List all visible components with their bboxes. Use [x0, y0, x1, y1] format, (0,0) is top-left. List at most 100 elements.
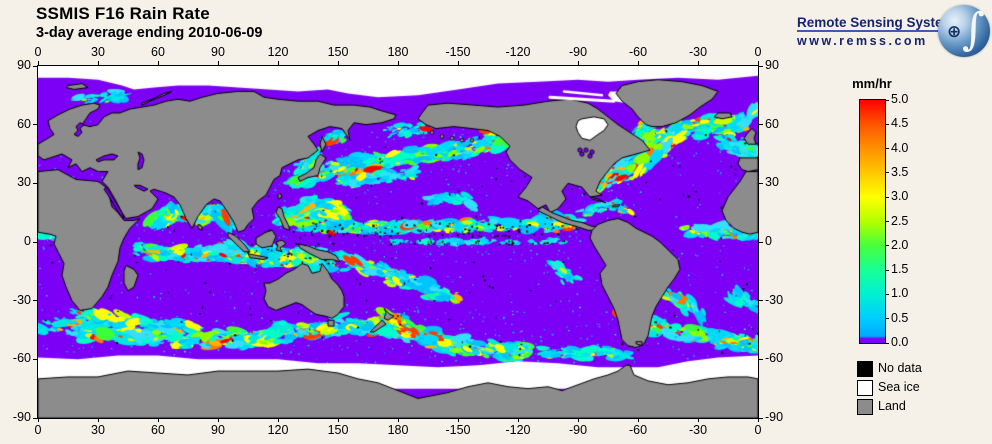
lon-tick-bottom — [157, 418, 159, 422]
lat-label-left: 60 — [17, 116, 31, 131]
colorbar-tick — [885, 123, 889, 125]
lat-tick-left — [33, 241, 37, 243]
lat-label-right: -60 — [765, 351, 784, 366]
lon-tick-bottom — [457, 418, 459, 422]
lon-tick-bottom — [697, 418, 699, 422]
colorbar-tick — [885, 245, 889, 247]
legend-label: Sea ice — [878, 380, 920, 394]
rain-map-canvas — [38, 66, 758, 418]
crosshair-icon: ⊕ — [947, 22, 962, 41]
lon-label-bottom: -150 — [445, 423, 471, 437]
lon-label-bottom: 150 — [327, 423, 349, 437]
lon-label-top: 0 — [34, 45, 42, 59]
lon-tick-top — [457, 61, 459, 65]
lat-label-left: 30 — [17, 175, 31, 190]
lon-label-top: -150 — [445, 45, 471, 59]
lat-label-left: -30 — [12, 292, 31, 307]
lon-label-top: -120 — [505, 45, 531, 59]
lon-label-top: -90 — [568, 45, 588, 59]
lon-label-top: 150 — [327, 45, 349, 59]
lat-tick-right — [759, 300, 763, 302]
lon-label-top: 90 — [211, 45, 225, 59]
lat-label-right: 30 — [765, 175, 779, 190]
lat-tick-left — [33, 300, 37, 302]
lat-label-left: 0 — [24, 234, 31, 248]
lon-label-bottom: -30 — [688, 423, 708, 437]
lon-tick-bottom — [97, 418, 99, 422]
colorbar-tick — [885, 196, 889, 198]
lon-tick-top — [337, 61, 339, 65]
lon-tick-top — [157, 61, 159, 65]
lat-tick-left — [33, 65, 37, 67]
lon-label-top: -30 — [688, 45, 708, 59]
colorbar-tick-label: 0.0 — [891, 335, 909, 349]
lon-tick-bottom — [637, 418, 639, 422]
lat-tick-right — [759, 182, 763, 184]
lon-label-top: -60 — [628, 45, 648, 59]
lon-tick-top — [637, 61, 639, 65]
lat-tick-right — [759, 241, 763, 243]
legend-swatch-no-data — [857, 361, 873, 377]
lat-label-right: -30 — [765, 292, 784, 307]
lon-tick-bottom — [757, 418, 759, 422]
lon-tick-top — [577, 61, 579, 65]
lat-tick-left — [33, 124, 37, 126]
lat-label-right: -90 — [765, 410, 784, 424]
lon-label-bottom: 90 — [211, 423, 225, 437]
lon-tick-bottom — [577, 418, 579, 422]
lon-tick-top — [37, 61, 39, 65]
lon-label-bottom: 60 — [151, 423, 165, 437]
lon-label-bottom: -90 — [568, 423, 588, 437]
lon-tick-top — [397, 61, 399, 65]
remss-url-link[interactable]: www.remss.com — [797, 34, 928, 48]
colorbar — [859, 99, 886, 344]
lat-tick-right — [759, 417, 763, 419]
colorbar-tick-label: 1.0 — [891, 286, 909, 301]
colorbar-gradient — [860, 100, 885, 343]
lat-label-right: 90 — [765, 58, 779, 72]
lon-tick-bottom — [37, 418, 39, 422]
colorbar-tick — [885, 148, 889, 150]
colorbar-tick — [885, 318, 889, 320]
lat-tick-left — [33, 417, 37, 419]
colorbar-tick — [885, 172, 889, 174]
colorbar-tick-label: 4.5 — [891, 116, 909, 131]
lon-label-bottom: 120 — [267, 423, 289, 437]
colorbar-tick — [885, 342, 889, 344]
lat-tick-left — [33, 358, 37, 360]
lon-label-top: 180 — [387, 45, 409, 59]
integral-symbol-icon: ∫ — [962, 4, 985, 55]
lon-tick-top — [277, 61, 279, 65]
colorbar-tick — [885, 221, 889, 222]
lon-label-bottom: 0 — [34, 423, 42, 437]
colorbar-tick-label: 2.0 — [891, 237, 909, 252]
lat-label-left: -60 — [12, 351, 31, 366]
lon-tick-bottom — [277, 418, 279, 422]
lon-label-bottom: -60 — [628, 423, 648, 437]
lon-label-bottom: 30 — [91, 423, 105, 437]
lat-label-right: 60 — [765, 116, 779, 131]
lon-label-top: 30 — [91, 45, 105, 59]
lat-tick-right — [759, 124, 763, 126]
page-subtitle: 3-day average ending 2010-06-09 — [36, 25, 263, 41]
remss-logo-text: Remote Sensing Systems — [797, 15, 963, 30]
lat-label-right: 0 — [765, 234, 772, 248]
colorbar-tick-label: 4.0 — [891, 140, 909, 155]
legend-label: Land — [878, 399, 906, 413]
lon-label-top: 120 — [267, 45, 289, 59]
legend-swatch-land — [857, 399, 873, 415]
legend-label: No data — [878, 361, 922, 375]
lon-tick-bottom — [337, 418, 339, 422]
lon-label-bottom: 180 — [387, 423, 409, 437]
colorbar-units-label: mm/hr — [852, 76, 892, 91]
colorbar-tick — [885, 269, 889, 271]
page-title: SSMIS F16 Rain Rate — [36, 4, 210, 23]
lon-label-top: 0 — [754, 45, 762, 59]
legend-swatch-sea-ice — [857, 380, 873, 396]
lon-tick-top — [217, 61, 219, 65]
logo-underline — [797, 30, 949, 32]
colorbar-tick — [885, 99, 889, 101]
remss-globe-icon: ∫ ⊕ — [938, 5, 990, 57]
lon-tick-bottom — [217, 418, 219, 422]
